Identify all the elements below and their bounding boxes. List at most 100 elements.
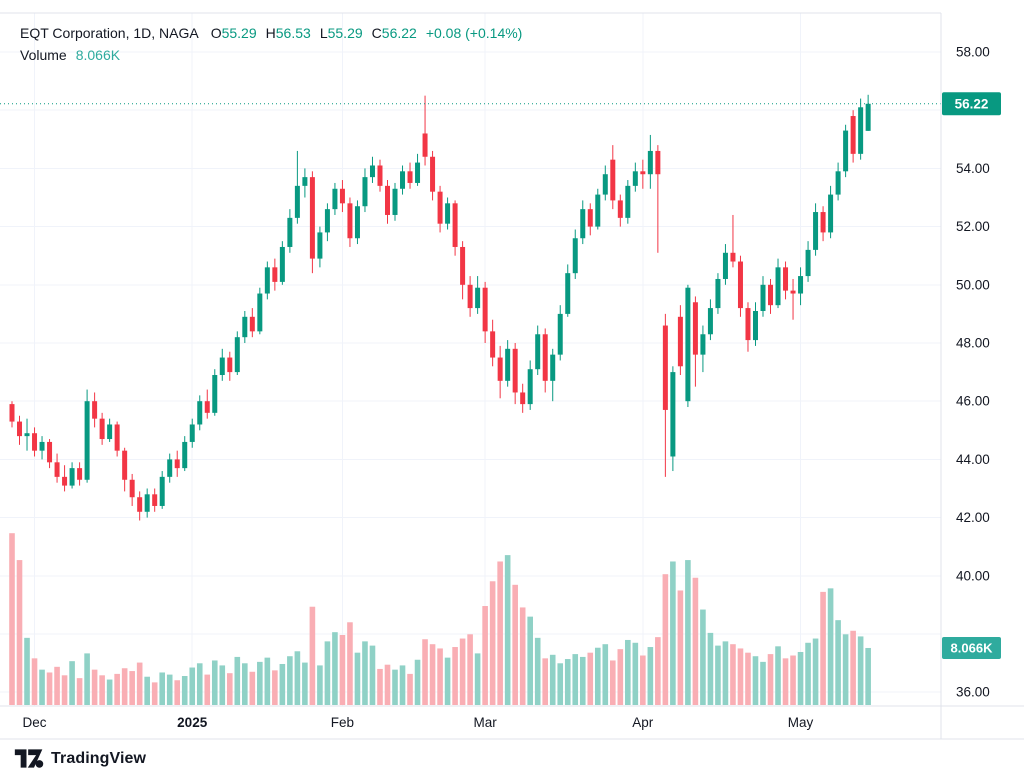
volume-bar	[332, 632, 338, 705]
candle	[850, 110, 856, 163]
candle	[745, 302, 751, 352]
time-axis-label: Apr	[632, 715, 654, 730]
candle	[783, 261, 789, 300]
candle	[490, 319, 496, 367]
volume-bar	[534, 637, 541, 706]
price-axis-label: 48.00	[956, 336, 990, 351]
candle	[385, 180, 390, 224]
volume-bar	[820, 591, 826, 705]
candle	[242, 310, 248, 343]
volume-label[interactable]: Volume	[20, 47, 67, 63]
candle	[445, 197, 451, 230]
candle	[257, 287, 263, 335]
volume-bar	[587, 652, 594, 705]
candle	[565, 264, 571, 317]
volume-bar	[437, 648, 443, 705]
volume-bar	[324, 641, 331, 705]
candle	[640, 159, 646, 189]
volume-bar	[782, 658, 789, 705]
volume-bar	[272, 670, 278, 705]
volume-bar	[527, 616, 533, 706]
volume-bar	[84, 653, 90, 705]
volume-bar	[737, 648, 744, 705]
volume-bar	[91, 669, 98, 705]
volume-bar	[692, 577, 699, 705]
candle	[557, 305, 563, 361]
volume-bar	[129, 671, 135, 705]
candle	[505, 340, 511, 387]
tradingview-logo[interactable]: TradingView	[14, 746, 146, 771]
candle	[843, 124, 849, 178]
volume-bar	[617, 649, 624, 705]
volume-bar	[114, 673, 120, 705]
volume-bar	[264, 657, 271, 705]
candle	[715, 273, 721, 314]
volume-series[interactable]	[9, 533, 871, 706]
volume-bar	[564, 659, 571, 705]
volume-bar	[39, 669, 45, 705]
candle	[84, 389, 90, 483]
candle	[572, 229, 578, 279]
grid-lines	[0, 13, 941, 706]
candle	[39, 436, 45, 460]
volume-bar	[452, 647, 458, 705]
volume-bar	[655, 637, 661, 705]
ohlc-high: H56.53	[265, 25, 311, 41]
volume-bar	[287, 656, 293, 705]
volume-bar	[257, 661, 263, 705]
volume-bar	[121, 668, 128, 705]
candle	[647, 134, 653, 189]
candle	[760, 276, 766, 317]
volume-bar	[151, 682, 158, 705]
symbol-title[interactable]: EQT Corporation, 1D, NAGA	[20, 25, 199, 41]
candlestick-series[interactable]	[9, 94, 871, 521]
volume-bar	[211, 660, 218, 705]
time-axis-label: 2025	[177, 715, 208, 730]
volume-bar	[294, 651, 301, 705]
volume-bar	[362, 641, 368, 705]
candle	[828, 185, 834, 239]
volume-bar	[407, 673, 413, 705]
volume-bar	[317, 665, 323, 705]
candle	[835, 162, 841, 201]
candle	[407, 162, 413, 189]
candle	[625, 180, 631, 224]
volume-bar	[76, 678, 83, 705]
volume-bar	[865, 647, 871, 705]
candle	[377, 159, 383, 192]
candle	[47, 439, 53, 469]
volume-bar	[482, 606, 488, 705]
candle	[369, 156, 375, 183]
candle	[422, 95, 428, 166]
candle	[437, 185, 443, 233]
candle	[9, 401, 15, 428]
volume-bar	[625, 639, 631, 705]
candle	[339, 180, 345, 213]
volume-bar	[685, 560, 691, 706]
price-axis[interactable]: 58.0056.0054.0052.0050.0048.0046.0044.00…	[956, 45, 990, 700]
price-axis-label: 44.00	[956, 452, 990, 467]
volume-bar	[9, 533, 15, 705]
volume-bar	[610, 660, 616, 705]
candle	[595, 188, 601, 230]
candle	[77, 462, 83, 486]
volume-bar	[339, 635, 346, 705]
price-change: +0.08 (+0.14%)	[425, 25, 523, 41]
symbol-legend: EQT Corporation, 1D, NAGA O55.29 H56.53 …	[20, 24, 522, 65]
candle	[685, 284, 691, 408]
volume-bar	[399, 665, 406, 705]
candle	[264, 261, 270, 300]
candle	[129, 473, 135, 506]
candle	[234, 331, 240, 376]
candle	[512, 343, 518, 405]
time-axis[interactable]: Dec 2025 Feb Mar Apr May	[22, 715, 813, 730]
price-axis-label: 46.00	[956, 394, 990, 409]
volume-bar	[31, 658, 38, 705]
candle	[212, 369, 218, 416]
volume-badge: 8.066K	[942, 636, 1001, 659]
candle	[415, 153, 421, 186]
candle	[302, 168, 308, 198]
candle	[122, 447, 128, 492]
